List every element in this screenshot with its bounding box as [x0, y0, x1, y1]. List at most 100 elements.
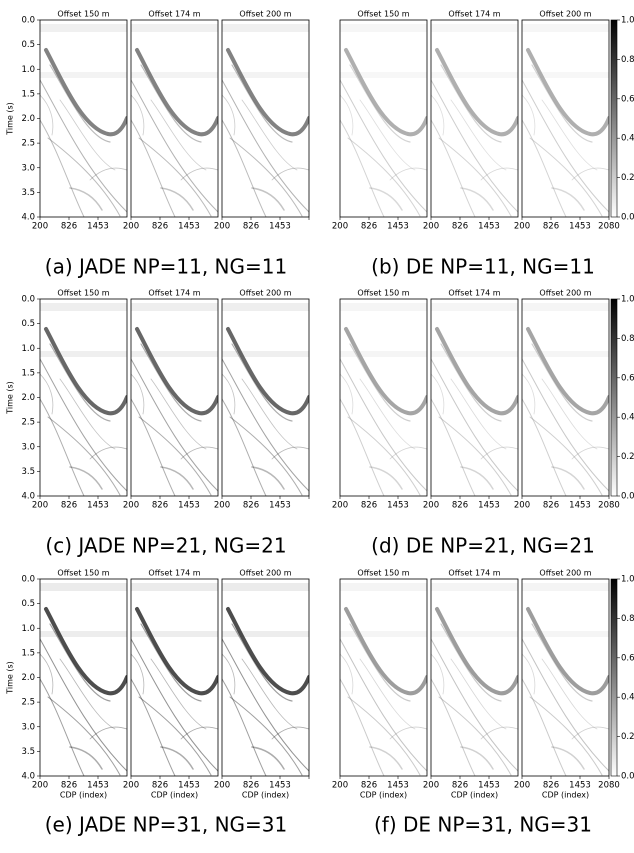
- seismic-image: [40, 581, 127, 776]
- subfigure: Offset 150 m 200 826 1453 Offset 174 m 200 826…: [332, 289, 634, 558]
- x-tick-label: 826: [543, 501, 559, 511]
- x-tick-label: 1453: [87, 222, 109, 232]
- colorbar: [610, 298, 618, 497]
- y-tick-label: 1.0: [21, 65, 35, 75]
- colorbar-tick-label: 0.4: [621, 134, 634, 144]
- caption: (d) DE NP=21, NG=21: [371, 534, 595, 558]
- x-tick-label: 1453: [569, 501, 591, 511]
- subfigure: Offset 150 m 200 826 1453 Offset 174 m 200 826…: [6, 10, 310, 279]
- y-tick-label: 3.5: [21, 747, 35, 757]
- x-tick-label: 200: [123, 781, 139, 791]
- x-tick-label: 200: [32, 781, 48, 791]
- x-tick-label: 1453: [478, 222, 500, 232]
- x-tick-label: 200: [423, 501, 439, 511]
- colorbar-tick-label: 0.8: [621, 614, 634, 624]
- colorbar: [610, 19, 618, 218]
- panel-title: Offset 200 m: [239, 10, 291, 19]
- x-tick-label: 1453: [269, 501, 291, 511]
- seismic-image: [131, 581, 218, 776]
- panel-title: Offset 150 m: [357, 289, 409, 298]
- x-tick-label: 200: [514, 222, 530, 232]
- y-tick-label: 1.5: [21, 89, 35, 99]
- seismic-image: [431, 301, 518, 496]
- subfigure: Offset 150 m 200 826 1453 Offset 174 m 200 826…: [332, 10, 634, 279]
- y-axis-label: Time (s): [6, 661, 15, 695]
- colorbar-tick-label: 0.2: [621, 452, 634, 462]
- y-tick-label: 2.5: [21, 418, 35, 428]
- x-tick-label: 200: [123, 501, 139, 511]
- panel-title: Offset 200 m: [539, 289, 591, 298]
- panel-frame: [521, 578, 610, 777]
- x-tick-label: 1453: [387, 222, 409, 232]
- y-tick-label: 4.0: [21, 213, 35, 223]
- x-tick-label: 200: [32, 501, 48, 511]
- x-tick-label: 826: [152, 222, 168, 232]
- panel-title: Offset 200 m: [239, 289, 291, 298]
- x-tick-label: 826: [243, 781, 259, 791]
- x-tick-label: 826: [61, 222, 77, 232]
- panel-frame: [130, 298, 219, 497]
- x-tick-label: 200: [123, 222, 139, 232]
- x-tick-label: 826: [152, 501, 168, 511]
- seismic-image: [222, 22, 309, 217]
- y-axis-label: Time (s): [6, 381, 15, 415]
- x-tick-label: 1453: [387, 781, 409, 791]
- panel-frame: [130, 19, 219, 218]
- x-tick-label: 1453: [178, 501, 200, 511]
- y-tick-label: 0.0: [21, 16, 35, 26]
- seismic-image: [40, 301, 127, 496]
- x-axis-label: CDP (index): [542, 791, 589, 800]
- x-axis-label: CDP (index): [151, 791, 198, 800]
- panel-title: Offset 150 m: [57, 289, 109, 298]
- panel-title: Offset 174 m: [148, 569, 200, 578]
- y-tick-label: 0.5: [21, 599, 35, 609]
- colorbar-tick-label: 1.0: [621, 575, 634, 585]
- x-axis-label: CDP (index): [360, 791, 407, 800]
- x-tick-label: 200: [214, 501, 230, 511]
- x-tick-label: 1453: [269, 781, 291, 791]
- panel-title: Offset 200 m: [539, 569, 591, 578]
- seismic-image: [131, 301, 218, 496]
- seismic-image: [131, 22, 218, 217]
- panel-frame: [221, 19, 310, 218]
- colorbar-tick-label: 1.0: [621, 295, 634, 305]
- x-tick-label: 1453: [569, 222, 591, 232]
- panel-frame: [430, 298, 519, 497]
- panel-title: Offset 200 m: [539, 10, 591, 19]
- x-tick-label: 826: [61, 781, 77, 791]
- seismic-image: [222, 581, 309, 776]
- x-axis-label: CDP (index): [451, 791, 498, 800]
- x-tick-label: 1453: [478, 781, 500, 791]
- y-tick-label: 0.5: [21, 40, 35, 50]
- panel-frame: [339, 19, 428, 218]
- y-tick-label: 2.5: [21, 698, 35, 708]
- caption: (c) JADE NP=21, NG=21: [45, 534, 286, 558]
- x-tick-label: 1453: [569, 781, 591, 791]
- y-tick-label: 2.5: [21, 139, 35, 149]
- y-tick-label: 1.5: [21, 368, 35, 378]
- seismic-image: [340, 581, 427, 776]
- x-tick-label: 826: [361, 501, 377, 511]
- colorbar-tick-label: 0.8: [621, 334, 634, 344]
- panel-frame: [430, 19, 519, 218]
- seismic-image: [522, 301, 609, 496]
- x-tick-label: 826: [243, 501, 259, 511]
- seismic-image: [222, 301, 309, 496]
- x-tick-label: 200: [332, 781, 348, 791]
- seismic-image: [340, 301, 427, 496]
- caption: (e) JADE NP=31, NG=31: [45, 813, 288, 837]
- y-tick-label: 3.0: [21, 163, 35, 173]
- x-tick-label: 1453: [269, 222, 291, 232]
- caption: (f) DE NP=31, NG=31: [374, 813, 592, 837]
- colorbar-tick-label: 0.6: [621, 94, 634, 104]
- x-tick-label: 826: [452, 501, 468, 511]
- x-tick-label: 826: [243, 222, 259, 232]
- caption: (a) JADE NP=11, NG=11: [45, 255, 287, 279]
- panel-title: Offset 174 m: [448, 289, 500, 298]
- panel-title: Offset 174 m: [148, 10, 200, 19]
- seismic-image: [431, 581, 518, 776]
- x-tick-label: 200: [214, 781, 230, 791]
- panel-frame: [221, 578, 310, 777]
